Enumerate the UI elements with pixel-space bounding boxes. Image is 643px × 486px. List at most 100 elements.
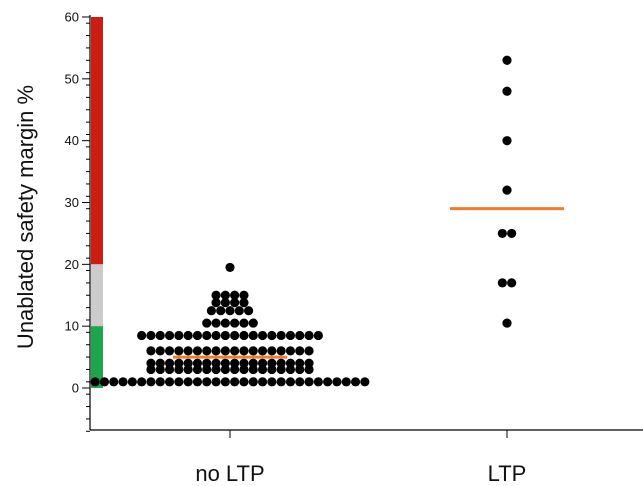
band-0 bbox=[91, 17, 103, 265]
band-1 bbox=[91, 264, 103, 327]
data-point bbox=[202, 330, 212, 341]
data-point bbox=[502, 318, 512, 328]
y-tick-label: 60 bbox=[65, 10, 79, 25]
data-point bbox=[502, 136, 512, 146]
data-point bbox=[146, 377, 156, 387]
data-point bbox=[267, 377, 277, 387]
data-point bbox=[206, 306, 216, 316]
data-point bbox=[211, 318, 221, 328]
data-point bbox=[225, 306, 235, 316]
data-point bbox=[164, 358, 175, 368]
data-point bbox=[155, 358, 165, 368]
data-point bbox=[313, 377, 323, 387]
data-point bbox=[216, 306, 226, 316]
data-point bbox=[304, 358, 314, 368]
data-point bbox=[220, 290, 230, 300]
data-point bbox=[502, 185, 512, 195]
data-point bbox=[239, 358, 249, 368]
data-point bbox=[257, 330, 268, 341]
data-point bbox=[164, 346, 175, 356]
data-point bbox=[295, 358, 305, 368]
data-point bbox=[230, 290, 240, 300]
data-point bbox=[257, 377, 268, 387]
data-point bbox=[304, 346, 314, 356]
data-point bbox=[295, 346, 305, 356]
data-point bbox=[220, 377, 230, 387]
data-point bbox=[137, 377, 147, 387]
median-lines bbox=[173, 207, 564, 359]
data-point bbox=[211, 290, 221, 300]
data-point bbox=[248, 346, 258, 356]
data-point bbox=[174, 377, 184, 387]
data-point bbox=[230, 377, 240, 387]
data-point bbox=[304, 377, 314, 387]
data-point bbox=[230, 346, 240, 356]
data-point bbox=[502, 55, 512, 65]
data-point bbox=[267, 346, 277, 356]
data-point bbox=[276, 358, 286, 368]
color-bands bbox=[91, 17, 103, 388]
data-point bbox=[220, 358, 230, 368]
data-point bbox=[164, 330, 175, 341]
data-point bbox=[360, 377, 370, 387]
data-point bbox=[285, 377, 296, 387]
data-point bbox=[183, 377, 193, 387]
data-point bbox=[507, 278, 517, 288]
data-point bbox=[285, 346, 296, 356]
data-point bbox=[164, 377, 175, 387]
x-tick-label: LTP bbox=[488, 461, 527, 486]
data-point bbox=[497, 278, 507, 288]
data-point bbox=[332, 377, 342, 387]
data-point bbox=[211, 377, 221, 387]
data-point bbox=[257, 358, 268, 368]
data-point bbox=[239, 330, 249, 341]
data-point bbox=[174, 330, 184, 341]
data-point bbox=[276, 377, 286, 387]
data-point bbox=[239, 346, 249, 356]
data-point bbox=[248, 377, 258, 387]
data-points bbox=[90, 55, 517, 387]
y-tick-label: 0 bbox=[72, 381, 79, 396]
y-tick-label: 20 bbox=[65, 257, 79, 272]
data-point bbox=[118, 377, 128, 387]
data-point bbox=[285, 358, 296, 368]
data-point bbox=[202, 346, 212, 356]
data-point bbox=[276, 346, 286, 356]
data-point bbox=[202, 358, 212, 368]
data-point bbox=[192, 377, 203, 387]
data-point bbox=[248, 358, 258, 368]
data-point bbox=[267, 330, 277, 341]
y-tick-label: 40 bbox=[65, 133, 79, 148]
data-point bbox=[239, 290, 249, 300]
data-point bbox=[211, 330, 221, 341]
labels: 0 10 20 30 40 50 60 no LTP LTP Unablated safety m… bbox=[13, 10, 526, 486]
data-point bbox=[202, 318, 212, 328]
data-point bbox=[230, 358, 240, 368]
data-point bbox=[109, 377, 119, 387]
data-point bbox=[230, 298, 240, 308]
data-point bbox=[211, 298, 221, 308]
data-point bbox=[257, 346, 268, 356]
data-point bbox=[220, 298, 230, 308]
data-point bbox=[192, 358, 203, 368]
data-point bbox=[285, 330, 296, 341]
data-point bbox=[183, 358, 193, 368]
data-point bbox=[295, 330, 305, 341]
data-point bbox=[220, 318, 230, 328]
x-tick-label: no LTP bbox=[195, 461, 264, 486]
data-point bbox=[220, 346, 230, 356]
data-point bbox=[155, 346, 165, 356]
data-point bbox=[137, 330, 147, 341]
band-2 bbox=[91, 326, 103, 388]
data-point bbox=[155, 330, 165, 341]
data-point bbox=[304, 330, 314, 341]
data-point bbox=[90, 377, 100, 387]
data-point bbox=[146, 358, 156, 368]
data-point bbox=[174, 346, 184, 356]
data-point bbox=[183, 330, 193, 341]
data-point bbox=[248, 318, 258, 328]
data-point bbox=[313, 330, 323, 341]
data-point bbox=[146, 346, 156, 356]
data-point bbox=[225, 262, 235, 273]
